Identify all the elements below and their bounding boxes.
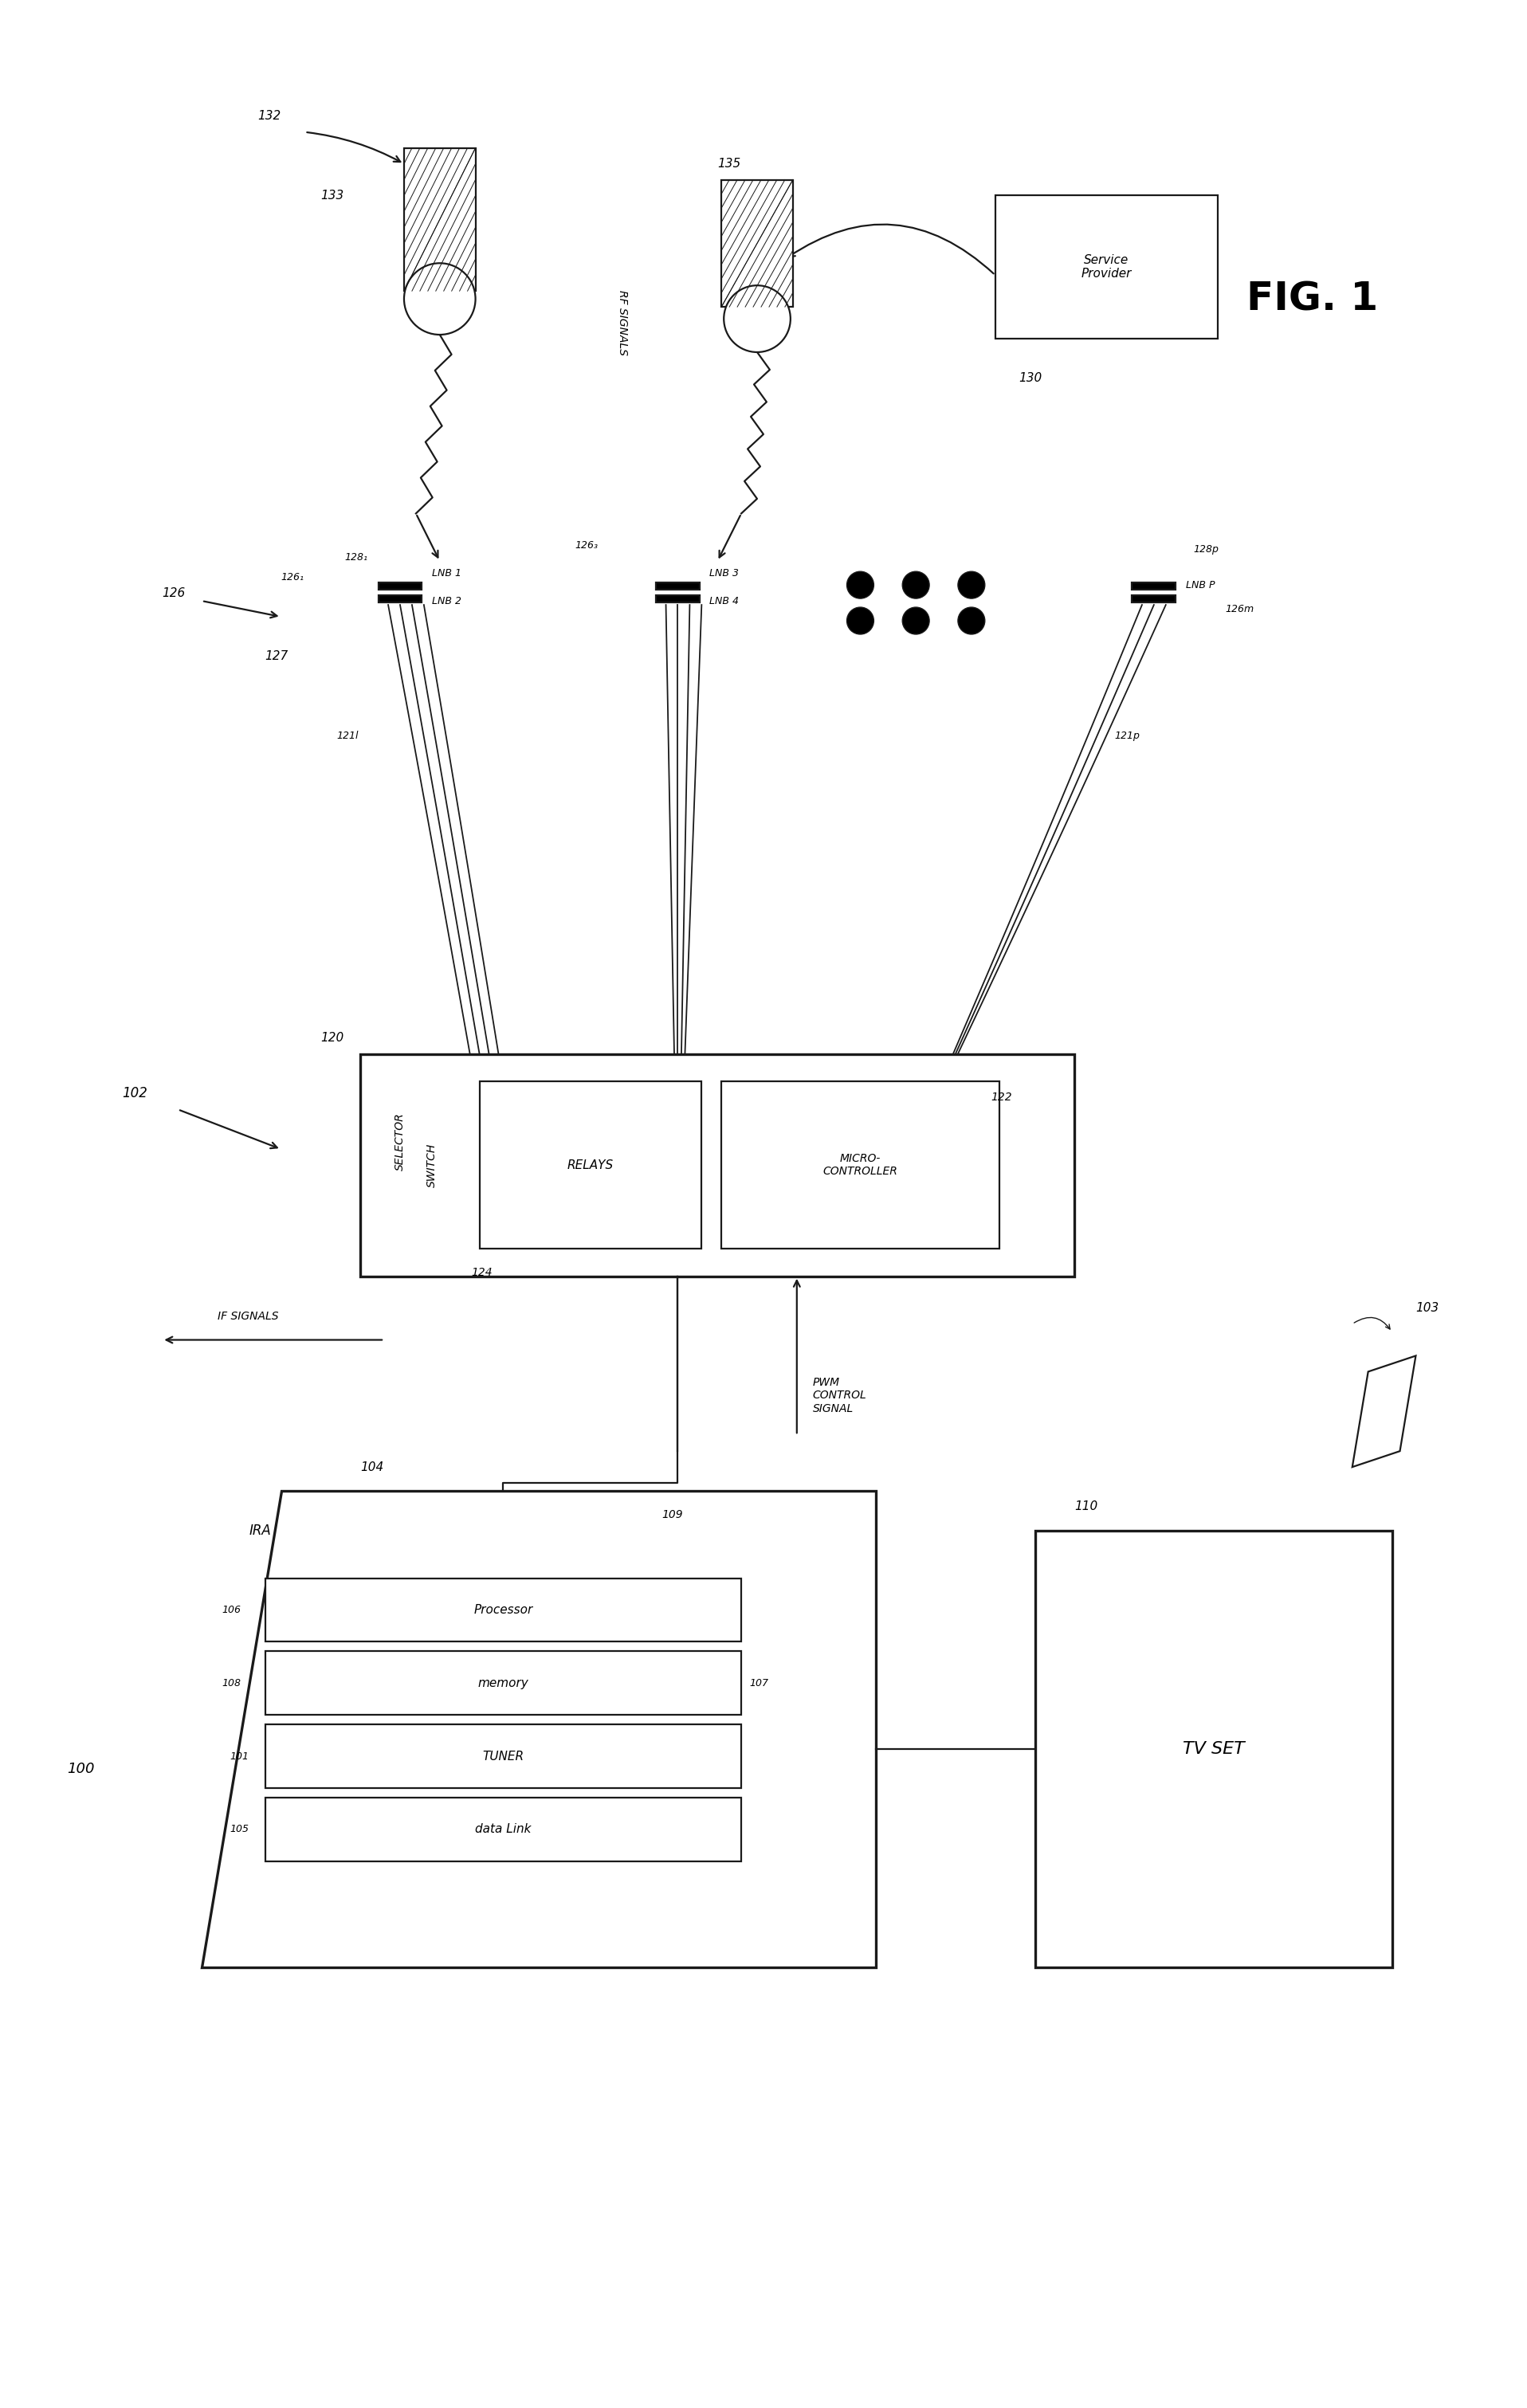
Text: Service
Provider: Service Provider [1081,255,1132,279]
Bar [996,195,1217,340]
Text: 127: 127 [266,650,289,662]
Text: LNB 3: LNB 3 [710,568,739,578]
Bar [266,1724,741,1789]
Text: IRA: IRA [249,1524,272,1539]
Text: 104: 104 [360,1462,383,1474]
Text: RELAYS: RELAYS [568,1158,614,1170]
Circle shape [724,287,791,352]
Text: MICRO-
CONTROLLER: MICRO- CONTROLLER [823,1153,898,1178]
Text: 102: 102 [122,1086,148,1100]
Text: 128p: 128p [1194,544,1219,554]
Text: FIG. 1: FIG. 1 [1246,279,1379,318]
Text: LNB 4: LNB 4 [710,595,739,607]
Circle shape [847,571,873,600]
Text: IF SIGNALS: IF SIGNALS [217,1310,278,1322]
Text: 128₁: 128₁ [345,551,368,563]
Text: 110: 110 [1075,1500,1098,1512]
Bar [266,1799,741,1861]
Text: 108: 108 [221,1678,241,1688]
Circle shape [957,571,985,600]
Bar [721,181,793,306]
Bar [405,147,475,291]
Bar [657,583,699,590]
Text: data Link: data Link [475,1823,531,1835]
Text: LNB 1: LNB 1 [432,568,461,578]
Text: 133: 133 [321,190,344,202]
Circle shape [405,262,475,335]
Text: 105: 105 [229,1825,249,1835]
Text: RF SIGNALS: RF SIGNALS [617,289,628,356]
Bar [479,1081,701,1247]
Text: TUNER: TUNER [483,1751,524,1763]
Text: 122: 122 [991,1091,1012,1103]
Bar [1132,583,1176,590]
Text: 132: 132 [257,111,281,123]
Circle shape [847,607,873,633]
Text: 120: 120 [321,1033,344,1045]
Text: 103: 103 [1416,1303,1438,1315]
Text: 135: 135 [718,159,741,171]
Bar [266,1577,741,1642]
Text: SWITCH: SWITCH [426,1144,437,1187]
Bar [1132,595,1176,602]
Text: 106: 106 [221,1604,241,1616]
Text: 107: 107 [750,1678,768,1688]
Text: LNB 2: LNB 2 [432,595,461,607]
Text: memory: memory [478,1678,528,1688]
Text: 130: 130 [1019,373,1043,385]
Circle shape [902,571,930,600]
Text: 101: 101 [229,1751,249,1760]
Bar [360,1055,1075,1276]
Circle shape [902,607,930,633]
Bar [721,1081,999,1247]
Text: 126: 126 [162,588,185,600]
Text: 109: 109 [661,1510,683,1519]
Text: 124: 124 [472,1267,493,1279]
Polygon shape [202,1491,876,1967]
Polygon shape [1353,1356,1416,1466]
Bar [379,595,421,602]
Text: Processor: Processor [473,1604,533,1616]
Text: 100: 100 [67,1763,95,1777]
Text: PWM
CONTROL
SIGNAL: PWM CONTROL SIGNAL [812,1377,867,1413]
Bar [657,595,699,602]
Text: 126m: 126m [1225,604,1254,614]
Text: 121p: 121p [1115,730,1139,742]
Text: TV SET: TV SET [1182,1741,1245,1758]
Bar [266,1652,741,1714]
Bar [379,583,421,590]
Text: 126₁: 126₁ [281,571,304,583]
Circle shape [957,607,985,633]
Text: LNB P: LNB P [1185,580,1215,590]
Text: 121l: 121l [336,730,359,742]
Text: 126₃: 126₃ [574,539,597,551]
Bar [1035,1531,1393,1967]
Text: SELECTOR: SELECTOR [394,1112,406,1170]
